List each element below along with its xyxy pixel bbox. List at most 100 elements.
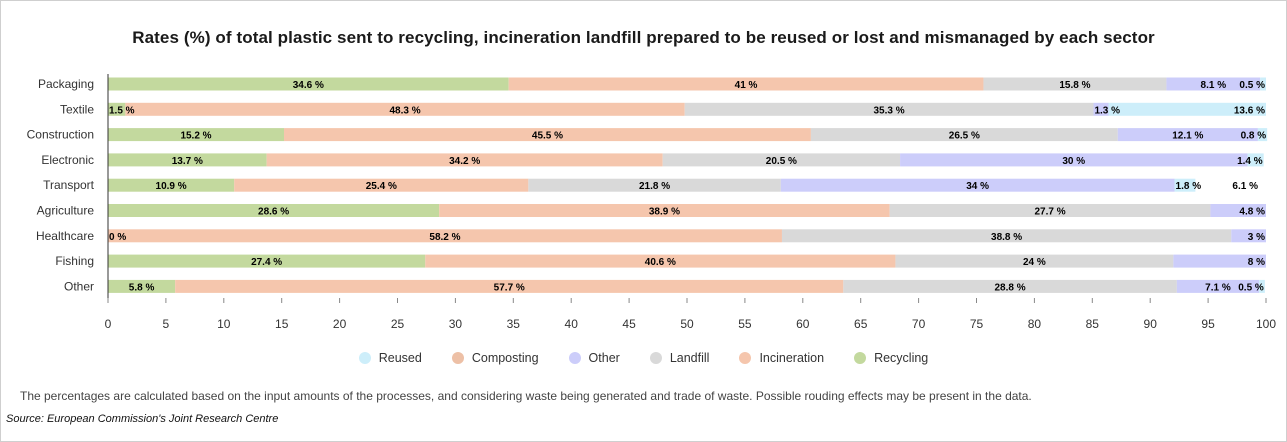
legend-swatch-recycling	[854, 352, 867, 364]
data-label-packaging-incineration: 41 %	[735, 80, 758, 91]
data-label-agriculture-landfill: 27.7 %	[1034, 207, 1065, 218]
legend-swatch-other	[568, 352, 581, 364]
x-tick-label-0: 0	[105, 317, 112, 331]
data-label-other-reused: 0.5 %	[1238, 282, 1264, 293]
category-label-transport: Transport	[43, 178, 95, 192]
data-label-fishing-other: 8 %	[1248, 257, 1265, 268]
bar-textile-other	[1093, 102, 1109, 116]
bar-electronic-reused	[1247, 153, 1264, 167]
legend-label-recycling: Recycling	[874, 351, 929, 365]
stacked-bar-chart: Packaging 34.6 % 41 % 15.8 % 8.1 % 0.5 % Texti…	[27, 74, 1276, 331]
data-label-electronic-reused: 1.4 %	[1237, 156, 1263, 167]
data-label-transport-other: 34 %	[966, 181, 989, 192]
data-label-construction-other: 12.1 %	[1172, 131, 1203, 142]
x-tick-label-10: 10	[217, 317, 231, 331]
legend-item-incineration[interactable]: Incineration	[739, 351, 824, 365]
bar-fishing-recycling	[108, 254, 426, 268]
category-label-agriculture: Agriculture	[37, 204, 95, 218]
bar-agriculture-other	[1210, 204, 1266, 217]
data-label-fishing-recycling: 27.4 %	[251, 257, 282, 268]
bar-packaging-other	[1166, 77, 1261, 91]
bar-construction-other	[1117, 128, 1258, 142]
category-label-electronic: Electronic	[41, 153, 94, 167]
legend-item-landfill[interactable]: Landfill	[649, 351, 709, 365]
category-label-packaging: Packaging	[38, 77, 94, 91]
bar-other-incineration	[175, 279, 844, 293]
x-tick-label-40: 40	[565, 317, 579, 331]
x-tick-label-55: 55	[738, 317, 752, 331]
data-label-textile-reused: 13.6 %	[1234, 105, 1265, 116]
data-label-transport-incineration: 25.4 %	[366, 181, 397, 192]
data-label-construction-recycling: 15.2 %	[180, 131, 211, 142]
x-tick-label-90: 90	[1144, 317, 1158, 331]
bar-textile-incineration	[125, 102, 685, 116]
data-label-agriculture-recycling: 28.6 %	[258, 207, 289, 218]
x-tick-label-75: 75	[970, 317, 984, 331]
footnote: The percentages are calculated based on …	[20, 389, 1032, 403]
x-tick-label-15: 15	[275, 317, 289, 331]
bar-transport-other	[780, 178, 1175, 192]
legend-swatch-composting	[451, 352, 464, 364]
bar-other-reused	[1259, 279, 1265, 293]
bar-agriculture-landfill	[889, 204, 1211, 217]
data-label-healthcare-landfill: 38.8 %	[991, 232, 1022, 243]
bar-transport-recycling	[108, 178, 235, 192]
legend-swatch-incineration	[739, 352, 752, 364]
data-label-healthcare-recycling: 0 %	[109, 232, 126, 243]
x-tick-label-45: 45	[622, 317, 636, 331]
bar-fishing-landfill	[895, 254, 1174, 268]
bar-other-other	[1176, 279, 1260, 293]
bar-other-recycling	[108, 279, 176, 293]
bar-agriculture-incineration	[439, 204, 890, 217]
data-label-packaging-reused: 0.5 %	[1239, 80, 1265, 91]
bar-packaging-recycling	[108, 77, 509, 91]
data-label-electronic-incineration: 34.2 %	[449, 156, 480, 167]
bar-other-landfill	[843, 279, 1177, 293]
data-label-agriculture-other: 4.8 %	[1239, 207, 1265, 218]
source-note: Source: European Commission's Joint Rese…	[6, 413, 279, 425]
x-tick-label-60: 60	[796, 317, 810, 331]
data-label-transport-extra: 6.1 %	[1232, 181, 1258, 192]
category-label-fishing: Fishing	[55, 254, 94, 268]
bar-construction-recycling	[108, 128, 285, 142]
x-tick-label-70: 70	[912, 317, 926, 331]
bar-healthcare-other	[1231, 229, 1266, 243]
bar-textile-reused	[1108, 102, 1266, 116]
data-label-transport-landfill: 21.8 %	[639, 181, 670, 192]
legend-item-composting[interactable]: Composting	[451, 351, 539, 365]
data-label-textile-recycling: 1.5 %	[109, 105, 135, 116]
category-label-other: Other	[64, 279, 94, 293]
legend-item-recycling[interactable]: Recycling	[854, 351, 928, 365]
data-label-packaging-recycling: 34.6 %	[293, 80, 324, 91]
category-label-textile: Textile	[60, 102, 94, 116]
chart-legend: Reused Composting Other Landfill Incineratio…	[0, 351, 1287, 365]
data-label-electronic-other: 30 %	[1062, 156, 1085, 167]
x-tick-label-20: 20	[333, 317, 347, 331]
x-tick-label-65: 65	[854, 317, 868, 331]
data-label-agriculture-incineration: 38.9 %	[649, 207, 680, 218]
bar-construction-landfill	[810, 128, 1118, 142]
bar-packaging-incineration	[508, 77, 984, 91]
data-label-construction-landfill: 26.5 %	[949, 131, 980, 142]
data-label-electronic-landfill: 20.5 %	[766, 156, 797, 167]
data-label-transport-reused: 1.8 %	[1176, 181, 1202, 192]
x-tick-label-30: 30	[449, 317, 463, 331]
bar-agriculture-recycling	[108, 204, 440, 217]
x-tick-label-100: 100	[1256, 317, 1276, 331]
legend-label-reused: Reused	[378, 351, 422, 365]
data-label-healthcare-other: 3 %	[1248, 232, 1265, 243]
legend-item-other[interactable]: Other	[568, 351, 620, 365]
bar-fishing-other	[1173, 254, 1266, 268]
data-label-construction-incineration: 45.5 %	[532, 131, 563, 142]
legend-swatch-reused	[358, 352, 371, 364]
x-tick-label-95: 95	[1201, 317, 1215, 331]
data-label-transport-recycling: 10.9 %	[156, 181, 187, 192]
data-label-textile-other: 1.3 %	[1094, 105, 1120, 116]
data-label-construction-reused: 0.8 %	[1241, 131, 1267, 142]
bar-packaging-reused	[1260, 77, 1266, 91]
legend-item-reused[interactable]: Reused	[358, 351, 422, 365]
bar-textile-recycling	[108, 102, 126, 116]
bar-transport-incineration	[234, 178, 529, 192]
category-label-construction: Construction	[27, 128, 94, 142]
